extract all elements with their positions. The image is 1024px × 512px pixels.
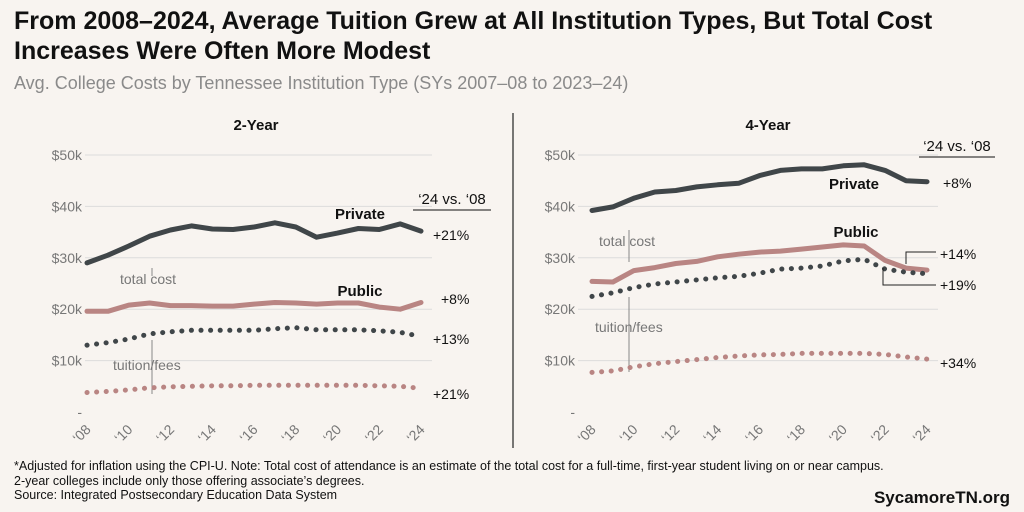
change-label: +21% (433, 227, 469, 243)
x-tick-label: ‘18 (278, 421, 303, 446)
x-tick-label: ‘22 (361, 421, 386, 446)
y-tick-label: - (570, 404, 575, 420)
series-line-public-total (589, 242, 930, 285)
change-header: ‘24 vs. ‘08 (923, 138, 991, 155)
x-tick-label: ‘10 (111, 421, 136, 446)
change-label: +13% (433, 331, 469, 347)
y-tick-label: $20k (52, 301, 83, 317)
y-tick-label: $10k (52, 353, 83, 369)
change-label: +34% (940, 355, 976, 371)
x-tick-label: ‘08 (69, 421, 94, 446)
x-tick-label: ‘18 (784, 421, 809, 446)
annotation-label: tuition/fees (113, 357, 181, 373)
series-label: Public (833, 224, 878, 241)
series-line-private-total (589, 162, 930, 213)
x-tick-label: ‘14 (700, 421, 725, 446)
footnote-line: 2-year colleges include only those offer… (14, 473, 365, 488)
series-label: Private (829, 176, 879, 193)
series-line-public-total (84, 300, 424, 314)
annotation-label: total cost (599, 233, 655, 249)
chart-title: From 2008–2024, Average Tuition Grew at … (14, 7, 933, 65)
annotation-label: tuition/fees (595, 319, 663, 335)
x-tick-label: ‘16 (742, 421, 767, 446)
callout-connector (905, 251, 936, 264)
annotation-label: total cost (120, 271, 176, 287)
y-tick-label: $50k (52, 147, 83, 163)
x-tick-label: ‘16 (236, 421, 261, 446)
x-tick-label: ‘10 (616, 421, 641, 446)
x-tick-label: ‘20 (825, 421, 850, 446)
series-line-private-tuition (84, 325, 424, 348)
y-tick-label: $20k (545, 301, 576, 317)
y-tick-label: - (77, 404, 82, 420)
footnote-source: Source: Integrated Postsecondary Educati… (14, 488, 338, 502)
series-line-public-tuition (84, 382, 424, 395)
series-label: Public (337, 283, 382, 300)
change-header: ‘24 vs. ‘08 (418, 191, 486, 208)
panel-title: 4-Year (745, 117, 790, 134)
change-label: +8% (441, 291, 469, 307)
y-tick-label: $40k (545, 198, 576, 214)
change-label: +14% (940, 246, 976, 262)
panel-title: 2-Year (233, 117, 278, 134)
y-tick-label: $10k (545, 353, 576, 369)
x-tick-label: ‘14 (194, 421, 219, 446)
y-tick-label: $30k (52, 250, 83, 266)
y-tick-label: $30k (545, 250, 576, 266)
change-label: +19% (940, 277, 976, 293)
y-tick-label: $50k (545, 147, 576, 163)
x-tick-label: ‘22 (867, 421, 892, 446)
x-tick-label: ‘08 (574, 421, 599, 446)
series-line-private-tuition (589, 256, 930, 299)
callout-connector (882, 268, 936, 286)
footnote: *Adjusted for inflation using the CPI-U.… (14, 459, 994, 503)
chart-subtitle: Avg. College Costs by Tennessee Institut… (14, 73, 629, 93)
x-tick-label: ‘12 (153, 421, 178, 446)
series-line-public-tuition (589, 350, 930, 375)
brand-logo-text: SycamoreTN.org (873, 488, 1010, 507)
x-tick-label: ‘12 (658, 421, 683, 446)
change-label: +8% (943, 175, 971, 191)
change-label: +21% (433, 386, 469, 402)
x-tick-label: ‘24 (909, 421, 934, 446)
y-tick-label: $40k (52, 198, 83, 214)
series-label: Private (335, 206, 385, 223)
series-line-private-total (84, 220, 424, 266)
x-tick-label: ‘24 (403, 421, 428, 446)
footnote-line: *Adjusted for inflation using the CPI-U.… (14, 459, 884, 473)
x-tick-label: ‘20 (320, 421, 345, 446)
